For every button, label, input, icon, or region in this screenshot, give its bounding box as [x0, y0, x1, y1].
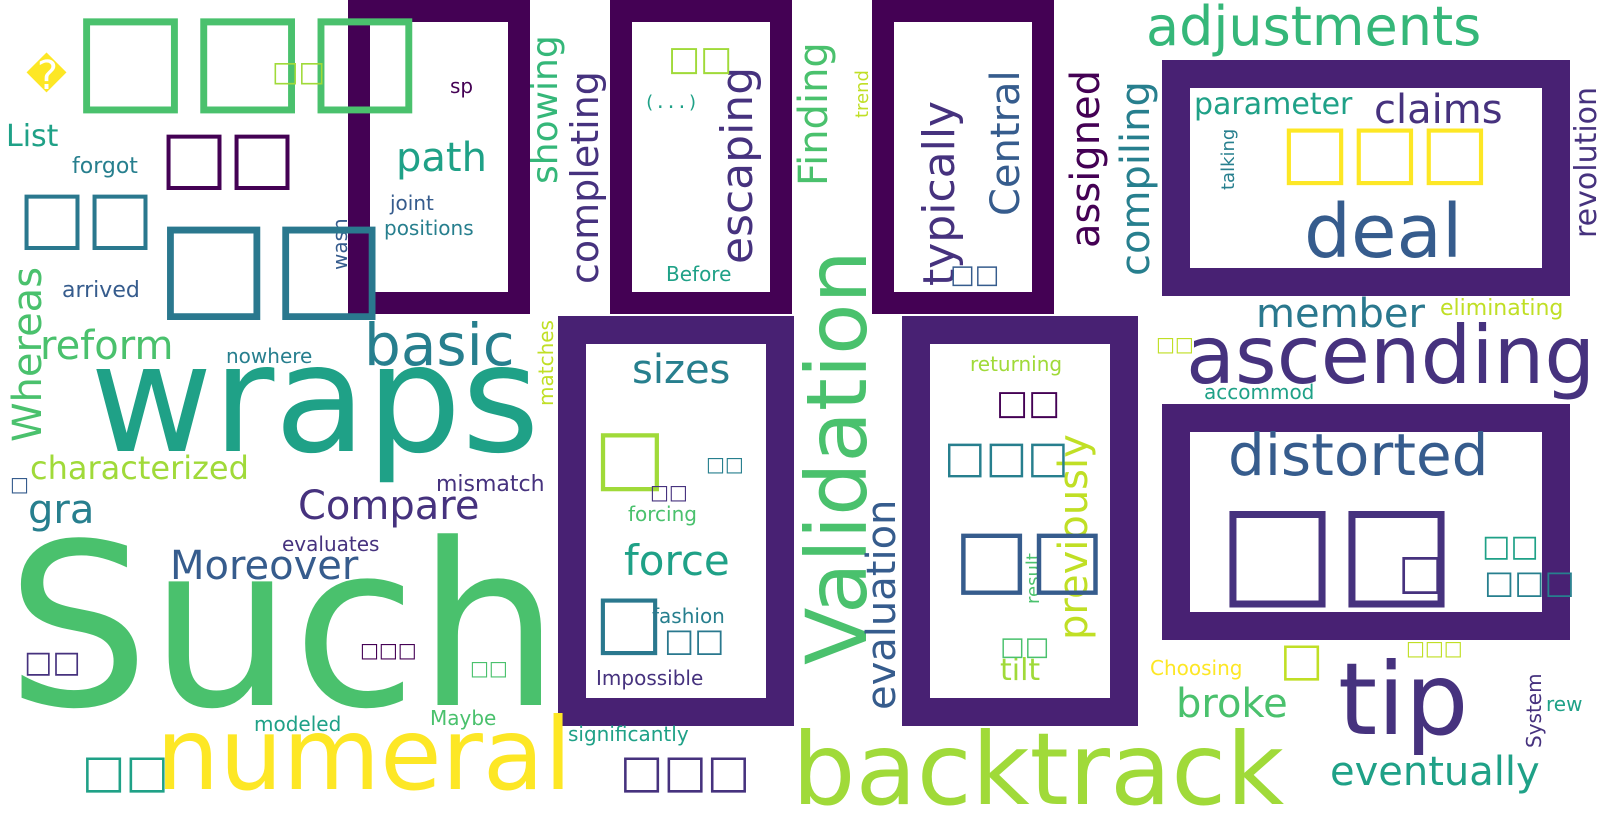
word-sizes: sizes: [632, 347, 731, 393]
word-evaluates: evaluates: [282, 532, 380, 556]
word-path: path: [396, 135, 487, 181]
glyph-tofu-25: □□: [24, 645, 81, 680]
frame-6: [902, 316, 1138, 726]
word-parameter: parameter: [1194, 87, 1353, 122]
word-modeled: modeled: [254, 712, 342, 736]
frame-2: [610, 0, 792, 314]
glyph-tofu-20: □□: [1218, 475, 1457, 622]
glyph-tofu-13: □□□: [944, 432, 1069, 483]
word-compare: Compare: [298, 483, 480, 529]
word-replacement-char: �: [26, 53, 68, 99]
word-broke: broke: [1176, 681, 1288, 727]
glyph-tofu-28: □□: [470, 656, 508, 680]
word-revolution: revolution: [1569, 86, 1600, 238]
word-accommod: accommod: [1204, 380, 1315, 404]
word-joint: joint: [390, 191, 434, 215]
word-impossible: Impossible: [596, 666, 704, 690]
word-mismatch: mismatch: [436, 472, 545, 497]
frame-7: [1162, 404, 1570, 640]
word-before: Before: [666, 262, 732, 286]
glyph-tofu-29: □: [1280, 632, 1324, 686]
glyph-tofu-24: □: [10, 472, 29, 496]
glyph-tofu-18: □□□: [620, 744, 751, 798]
word-ellipsis: (...): [644, 92, 699, 113]
glyph-tofu-3: □□: [18, 174, 155, 258]
glyph-tofu-2: □□: [160, 114, 297, 198]
frame-1: [348, 0, 530, 314]
word-deal: deal: [1304, 189, 1463, 275]
word-basic: basic: [364, 311, 515, 379]
glyph-tofu-12: □□: [706, 452, 744, 476]
word-such: Such: [6, 496, 561, 759]
word-completing: completing: [563, 71, 607, 284]
word-adjustments: adjustments: [1146, 0, 1482, 58]
word-gra: gra: [28, 487, 95, 533]
word-compiling: compiling: [1113, 81, 1159, 276]
word-distorted: distorted: [1228, 421, 1489, 489]
glyph-tofu-27: □□□: [360, 638, 417, 662]
frame-5: [558, 316, 794, 726]
glyph-tofu-19: □: [1398, 544, 1444, 600]
word-eventually: eventually: [1330, 749, 1540, 795]
glyph-tofu-1: □□□: [72, 0, 424, 128]
frame-4: [1162, 60, 1570, 296]
word-forcing: forcing: [628, 502, 697, 526]
glyph-tofu-4: □□: [156, 192, 387, 334]
word-moreover: Moreover: [170, 543, 359, 589]
word-sp: sp: [450, 74, 474, 98]
word-backtrack: backtrack: [792, 711, 1285, 828]
word-eliminating: eliminating: [1440, 296, 1564, 321]
word-finding: Finding: [791, 42, 837, 186]
word-ascending: ascending: [1186, 309, 1596, 402]
word-positions: positions: [384, 216, 474, 240]
frame-3: [872, 0, 1054, 314]
word-reform: reform: [40, 323, 174, 369]
word-returning: returning: [970, 352, 1063, 376]
word-central: Central: [983, 70, 1029, 216]
glyph-tofu-23: □□: [1156, 332, 1194, 356]
word-choosing: Choosing: [1150, 656, 1243, 680]
word-wraps: wraps: [90, 313, 540, 487]
glyph-tofu-7: □□: [668, 39, 733, 79]
word-nowhere: nowhere: [226, 344, 313, 368]
word-trend: trend: [852, 70, 873, 118]
word-tilt: tilt: [1000, 653, 1041, 688]
word-list: List: [6, 119, 59, 154]
glyph-tofu-22: □□□: [1484, 563, 1575, 601]
word-member: member: [1256, 291, 1425, 337]
word-numeral: numeral: [156, 696, 572, 813]
word-forgot: forgot: [72, 154, 138, 179]
glyph-tofu-8: □□: [950, 260, 1000, 290]
word-assigned: assigned: [1063, 69, 1109, 248]
word-matches: matches: [534, 320, 558, 406]
word-system: System: [1522, 673, 1546, 748]
word-arrived: arrived: [62, 278, 140, 303]
glyph-tofu-5: □□: [272, 55, 325, 88]
word-claims: claims: [1374, 87, 1503, 133]
glyph-tofu-10: □: [594, 578, 664, 664]
glyph-tofu-30: □□□: [1406, 636, 1463, 660]
glyph-tofu-16: □□: [1000, 632, 1050, 662]
word-tip: tip: [1338, 641, 1469, 758]
word-maybe: Maybe: [430, 706, 497, 730]
glyph-tofu-14: □□: [996, 383, 1061, 423]
word-talking: talking: [1218, 128, 1239, 190]
glyph-tofu-21: □□: [1482, 529, 1539, 564]
glyph-tofu-11: □□: [664, 621, 725, 659]
word-force: force: [624, 536, 730, 585]
glyph-tofu-6: □□□: [1280, 108, 1490, 194]
word-showing: showing: [525, 35, 566, 184]
word-significantly: significantly: [568, 722, 689, 746]
word-fashion: fashion: [652, 604, 725, 628]
glyph-tofu-26: □□: [82, 744, 169, 798]
glyph-tofu-17: □□: [650, 480, 688, 504]
word-evaluation: evaluation: [859, 499, 905, 710]
word-typically: typically: [914, 100, 965, 286]
word-rew: rew: [1546, 692, 1583, 716]
word-escaping: escaping: [712, 66, 763, 264]
glyph-tofu-15: □□: [954, 511, 1106, 604]
word-characterized: characterized: [30, 449, 249, 487]
glyph-tofu-9: □: [594, 411, 666, 500]
